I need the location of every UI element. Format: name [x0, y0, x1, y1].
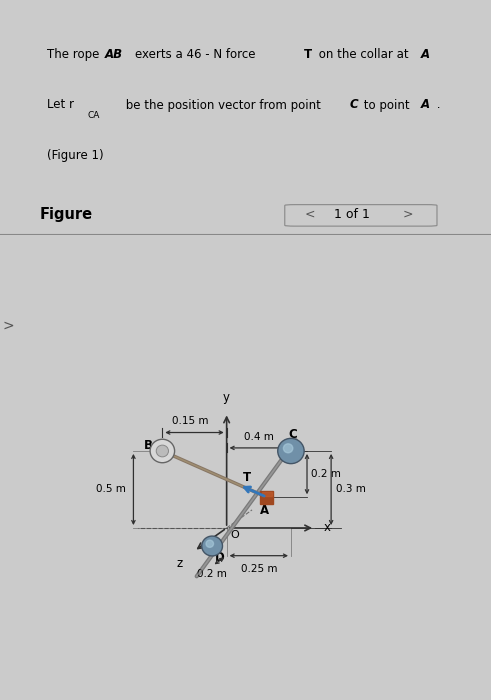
Circle shape	[150, 440, 175, 463]
Text: z: z	[177, 556, 183, 570]
Text: >: >	[2, 318, 14, 332]
Text: 0.25 m: 0.25 m	[241, 564, 277, 574]
Text: 0.15 m: 0.15 m	[171, 416, 208, 426]
Text: AB: AB	[105, 48, 123, 61]
Text: y: y	[223, 391, 230, 405]
Text: 0.2 m: 0.2 m	[311, 469, 341, 479]
Text: .: .	[434, 99, 441, 111]
Text: to point: to point	[360, 99, 413, 111]
Text: A: A	[420, 99, 430, 111]
Circle shape	[278, 438, 304, 463]
Text: Let r: Let r	[47, 99, 74, 111]
Text: B: B	[143, 439, 153, 452]
Text: be the position vector from point: be the position vector from point	[122, 99, 325, 111]
Text: C: C	[289, 428, 298, 442]
Text: T: T	[304, 48, 312, 61]
Text: >: >	[403, 208, 413, 221]
Text: <: <	[304, 208, 315, 221]
Text: Figure: Figure	[39, 207, 92, 222]
Text: CA: CA	[88, 111, 100, 120]
Text: A: A	[260, 504, 269, 517]
Text: 0.2 m: 0.2 m	[197, 569, 227, 579]
Text: C: C	[349, 99, 358, 111]
Text: (Figure 1): (Figure 1)	[47, 149, 104, 162]
Circle shape	[206, 540, 214, 547]
Text: T: T	[243, 471, 251, 484]
Text: 0.4 m: 0.4 m	[244, 432, 273, 442]
Text: 0.5 m: 0.5 m	[96, 484, 126, 494]
Text: O: O	[230, 530, 239, 540]
Text: 1 of 1: 1 of 1	[334, 208, 370, 221]
Bar	[260, 491, 273, 503]
Text: x: x	[324, 522, 330, 535]
Text: on the collar at: on the collar at	[315, 48, 412, 61]
Text: The rope: The rope	[47, 48, 103, 61]
Circle shape	[156, 445, 168, 457]
Bar	[262, 492, 272, 496]
Text: exerts a 46 - N force: exerts a 46 - N force	[136, 48, 260, 61]
Text: D: D	[215, 551, 224, 564]
Circle shape	[283, 444, 293, 453]
Circle shape	[202, 536, 222, 556]
Text: A: A	[420, 48, 430, 61]
Text: 0.3 m: 0.3 m	[336, 484, 366, 494]
